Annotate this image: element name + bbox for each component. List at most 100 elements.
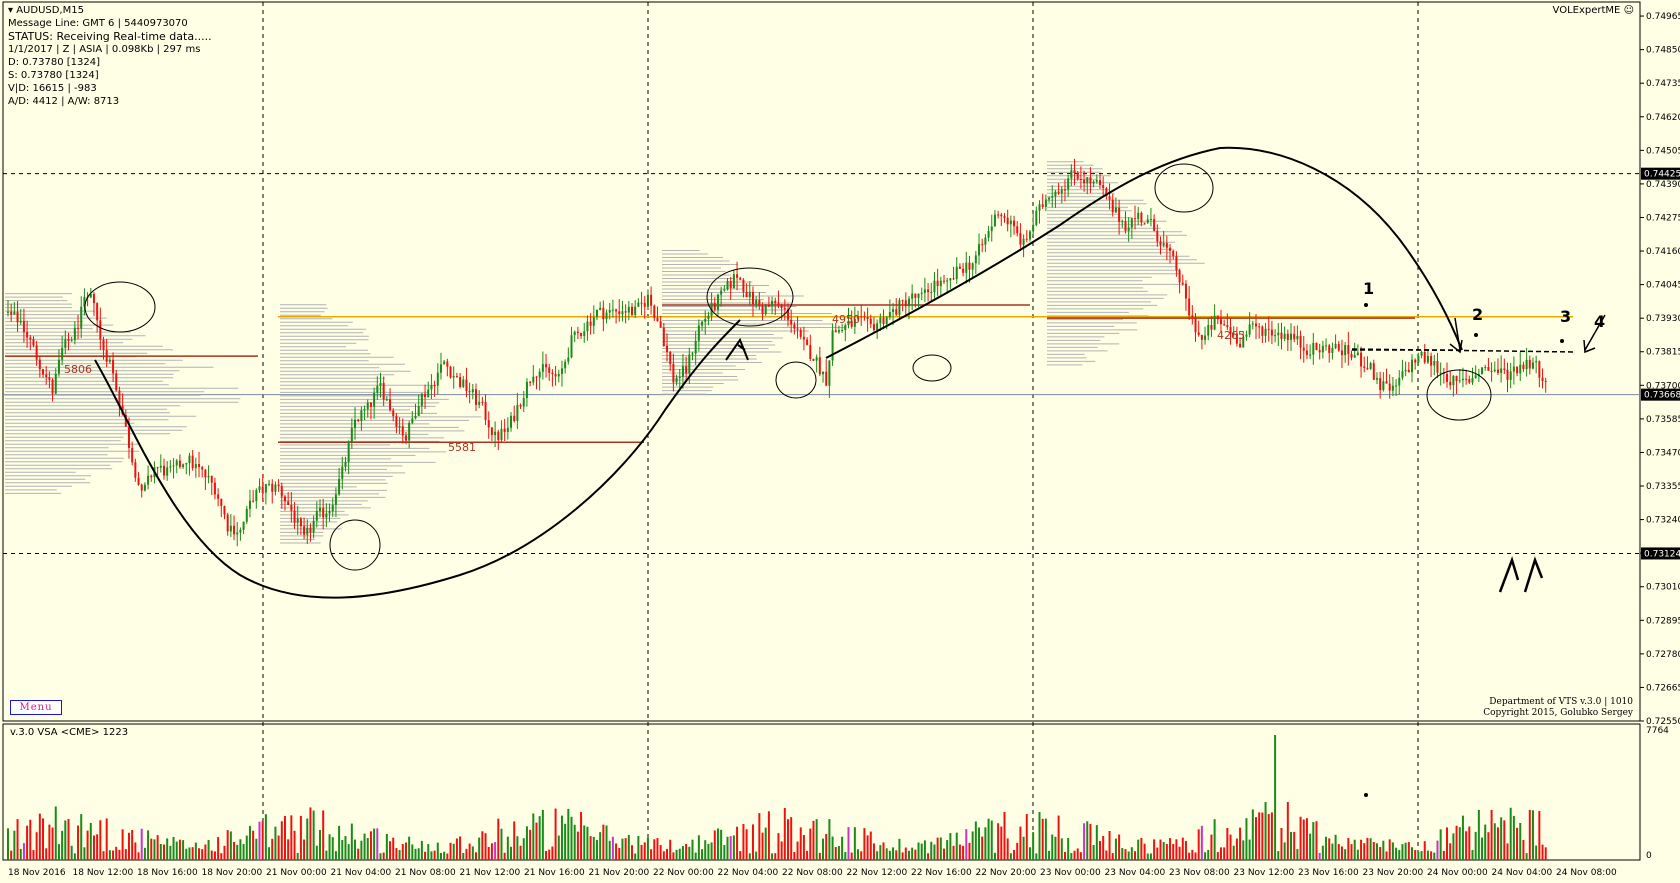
symbol-title[interactable]: ▾ AUDUSD,M15 — [8, 5, 84, 16]
annotations: 1 2 3 4 4950 4265 5806 5581 — [64, 279, 1605, 454]
candle-body — [220, 498, 223, 506]
volume-bar — [551, 846, 554, 860]
candle-body — [277, 484, 280, 487]
candle-body — [1407, 369, 1410, 373]
candle-body — [210, 475, 213, 483]
volume-bar — [1092, 844, 1095, 860]
candle-body — [1003, 216, 1006, 218]
candle-body — [462, 379, 465, 387]
candle-body — [1095, 180, 1098, 182]
candle-body — [901, 300, 904, 302]
volume-bar — [213, 851, 216, 860]
candle-body — [742, 279, 745, 292]
volume-bar — [1296, 849, 1299, 860]
volume-bar — [1169, 838, 1172, 860]
candle-body — [675, 377, 678, 383]
candle-body — [1274, 335, 1277, 337]
volume-bar — [309, 807, 312, 860]
volume-bar — [525, 826, 528, 860]
candle-body — [344, 461, 347, 467]
candle-body — [793, 324, 796, 329]
volume-bar — [857, 849, 860, 860]
volume-bar — [1414, 849, 1417, 860]
candle-body — [1099, 180, 1101, 185]
volume-bar — [1111, 853, 1114, 860]
symbol-label: AUDUSD,M15 — [16, 5, 84, 16]
volume-bar — [519, 845, 522, 860]
volume-bar — [876, 851, 879, 860]
volume-bar — [462, 853, 465, 860]
volume-bar — [283, 815, 286, 860]
volume-bar — [1325, 836, 1328, 860]
y-tick-label: 0.74505 — [1646, 146, 1680, 156]
volume-bar — [681, 846, 684, 860]
volume-bar — [971, 831, 974, 860]
candle-body — [124, 414, 127, 427]
candle-body — [411, 418, 414, 423]
candle-body — [191, 455, 194, 469]
volume-bar — [1439, 829, 1442, 860]
candle-body — [554, 374, 557, 377]
candle-body — [80, 306, 83, 329]
candle-body — [1108, 196, 1111, 200]
candle-body — [978, 244, 981, 256]
volume-bar — [1461, 815, 1464, 860]
candle-body — [22, 320, 25, 332]
candle-body — [933, 280, 936, 292]
candle-body — [233, 525, 236, 535]
candle-body — [694, 340, 697, 354]
volume-bar — [927, 853, 930, 860]
candle-body — [1500, 368, 1503, 373]
candle-body — [844, 325, 847, 330]
volume-bar — [166, 838, 169, 860]
candle-body — [1538, 361, 1541, 378]
volume-bar — [793, 851, 796, 860]
candle-body — [1035, 210, 1038, 225]
volume-bar — [268, 847, 271, 860]
candle-body — [704, 318, 707, 322]
candle-body — [1219, 319, 1222, 325]
candle-body — [506, 427, 509, 432]
volume-bar — [490, 843, 493, 860]
volume-bar — [580, 812, 583, 860]
candle-body — [806, 339, 809, 345]
volume-bar — [1525, 853, 1528, 860]
volume-bar — [449, 842, 452, 860]
candle-body — [1496, 369, 1499, 373]
candle-body — [10, 311, 13, 315]
volume-bar — [787, 819, 789, 860]
volume-bar — [89, 822, 92, 860]
candle-body — [529, 381, 532, 383]
volume-bar — [917, 842, 920, 860]
volume-bar — [1016, 842, 1019, 860]
volume-bar — [433, 850, 436, 860]
volume-bar — [755, 851, 758, 860]
candle-body — [595, 310, 598, 318]
volume-bar — [1232, 845, 1235, 860]
volume-bar — [646, 837, 649, 860]
candle-body — [993, 214, 996, 227]
candle-body — [1229, 327, 1232, 334]
annotation-number: 4 — [1594, 312, 1605, 331]
volume-bar — [1506, 843, 1509, 860]
volume-bar — [955, 832, 958, 860]
volume-bar — [306, 818, 309, 860]
candle-body — [672, 363, 675, 383]
menu-button[interactable]: Menu — [10, 700, 62, 715]
volume-bar — [274, 826, 277, 860]
volume-bar — [1105, 850, 1108, 860]
candle-body — [1423, 351, 1426, 363]
candle-body — [490, 427, 493, 436]
volume-bar — [799, 827, 802, 860]
volume-bar — [1490, 809, 1493, 860]
candle-body — [974, 255, 977, 264]
candle-body — [1468, 379, 1471, 383]
volume-bar — [554, 808, 557, 860]
volume-bar — [1305, 818, 1308, 860]
candle-body — [984, 237, 987, 245]
volume-bar — [1235, 838, 1238, 860]
volume-bar — [459, 836, 462, 860]
volume-bar — [602, 824, 605, 860]
candle-body — [503, 428, 506, 432]
candle-body — [605, 312, 608, 320]
